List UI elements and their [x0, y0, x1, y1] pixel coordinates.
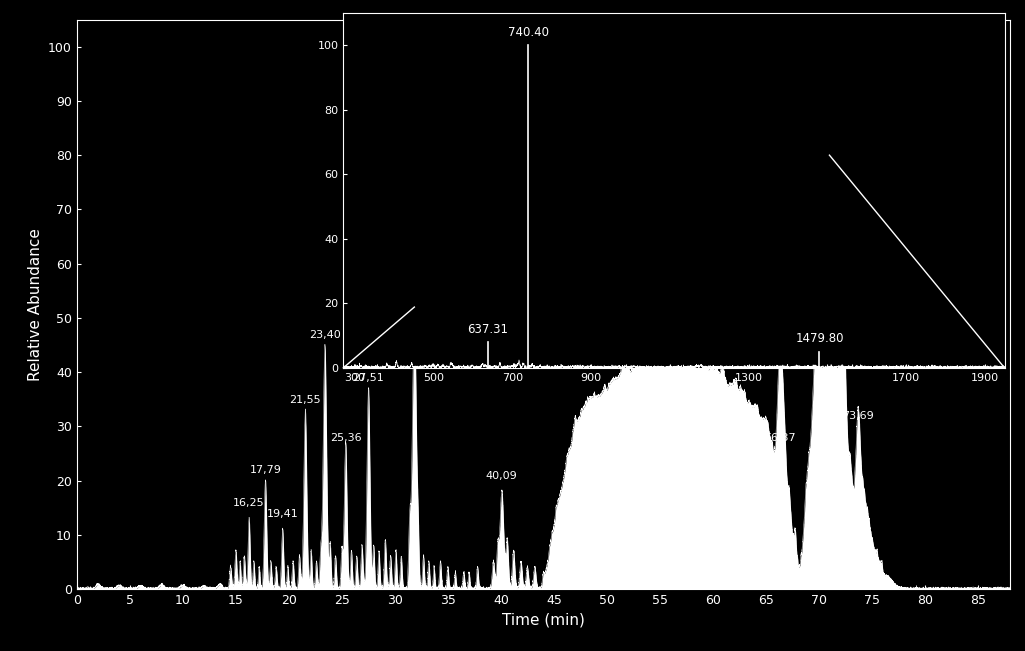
Text: 1479.80: 1479.80 [795, 332, 844, 345]
Text: 21,55: 21,55 [289, 395, 321, 405]
Y-axis label: Relative Abundance: Relative Abundance [28, 228, 43, 381]
Text: 637.31: 637.31 [467, 322, 508, 335]
Text: 17,79: 17,79 [249, 465, 282, 475]
Text: 31.84: 31.84 [417, 280, 480, 299]
Text: 25,36: 25,36 [330, 433, 362, 443]
Text: 19,41: 19,41 [266, 508, 298, 519]
X-axis label: Time (min): Time (min) [502, 613, 584, 628]
Text: $t_{\mathrm{R}}$= 31.84: $t_{\mathrm{R}}$= 31.84 [541, 0, 630, 3]
Text: 16,25: 16,25 [234, 498, 264, 508]
Text: 27,51: 27,51 [353, 373, 384, 383]
Text: 40,09: 40,09 [486, 471, 518, 480]
X-axis label: m/z: m/z [662, 388, 686, 401]
Text: 740.40: 740.40 [508, 26, 549, 39]
Text: 23,40: 23,40 [309, 329, 340, 340]
Text: 73,69: 73,69 [843, 411, 874, 421]
Text: 66,37: 66,37 [765, 433, 796, 443]
